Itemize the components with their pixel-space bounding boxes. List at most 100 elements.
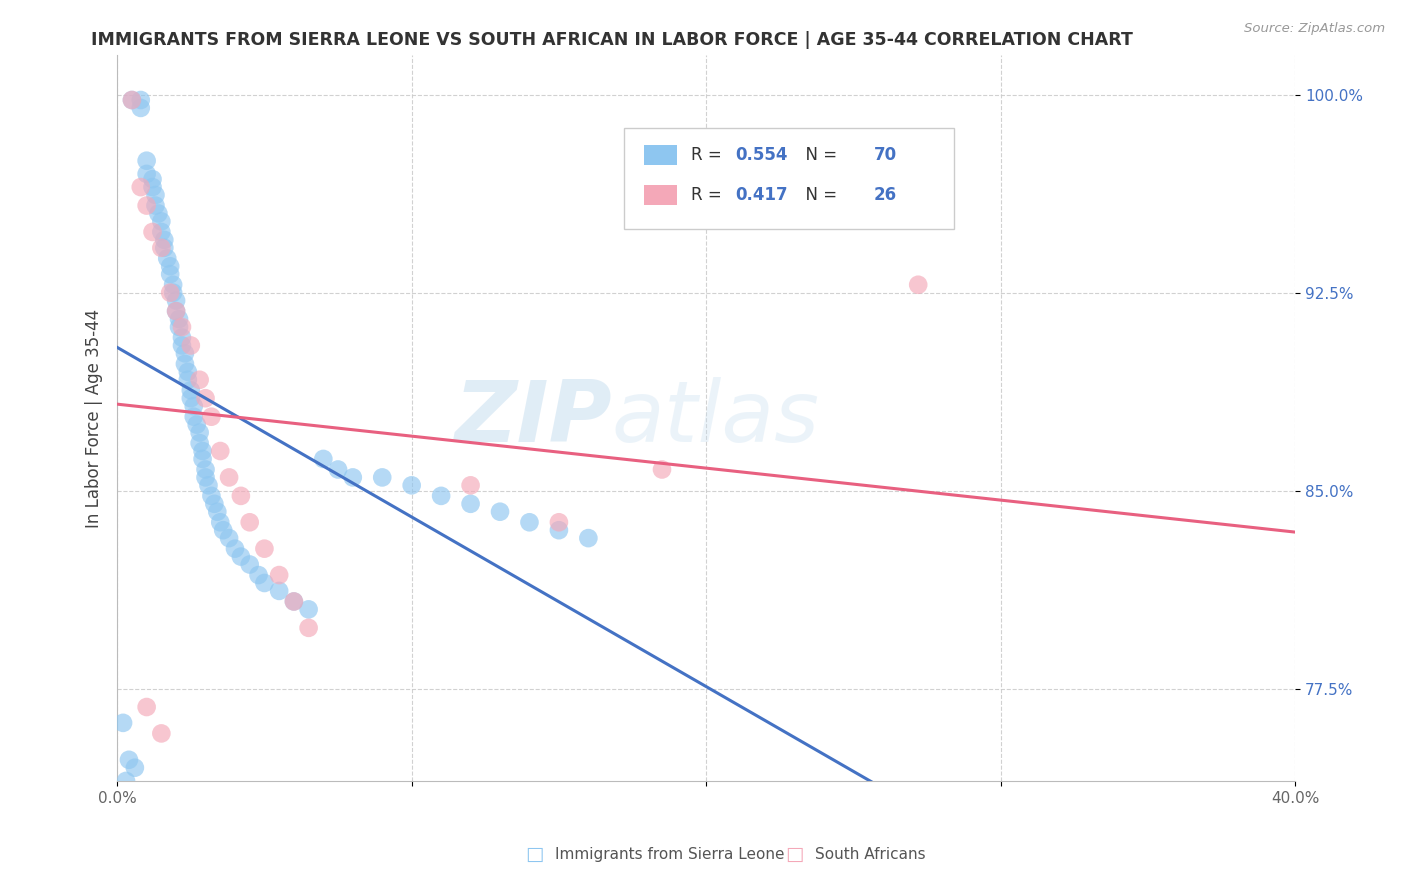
Text: 70: 70: [873, 146, 897, 164]
Text: atlas: atlas: [612, 376, 820, 459]
Point: [135, 700, 157, 714]
Point: [150, 225, 173, 239]
Point: [165, 304, 187, 318]
Point: [135, 167, 157, 181]
Point: [141, 172, 163, 186]
Point: [174, 357, 197, 371]
Point: [153, 233, 176, 247]
Point: [253, 576, 276, 591]
Point: [150, 726, 173, 740]
Point: [186, 417, 208, 432]
Point: [548, 516, 571, 530]
Point: [212, 523, 235, 537]
Text: N =: N =: [794, 186, 842, 204]
Point: [150, 241, 173, 255]
Text: Source: ZipAtlas.com: Source: ZipAtlas.com: [1244, 22, 1385, 36]
Point: [269, 583, 291, 598]
Point: [162, 277, 184, 292]
FancyBboxPatch shape: [624, 128, 953, 229]
Point: [460, 497, 482, 511]
Point: [180, 338, 202, 352]
FancyBboxPatch shape: [644, 185, 676, 205]
Point: [489, 505, 512, 519]
Text: Immigrants from Sierra Leone: Immigrants from Sierra Leone: [555, 847, 785, 862]
Point: [218, 470, 240, 484]
Point: [170, 338, 193, 352]
Point: [430, 489, 453, 503]
Point: [194, 470, 217, 484]
Point: [342, 470, 364, 484]
Point: [209, 444, 232, 458]
Point: [191, 452, 214, 467]
Point: [124, 761, 146, 775]
Text: □: □: [785, 845, 804, 864]
Point: [145, 188, 167, 202]
Text: N =: N =: [794, 146, 842, 164]
Point: [118, 753, 141, 767]
Text: South Africans: South Africans: [815, 847, 927, 862]
Text: ZIP: ZIP: [454, 376, 612, 459]
Point: [121, 93, 143, 107]
Point: [224, 541, 246, 556]
Point: [180, 384, 202, 398]
Point: [460, 478, 482, 492]
Point: [165, 293, 187, 308]
Point: [135, 153, 157, 168]
Text: IMMIGRANTS FROM SIERRA LEONE VS SOUTH AFRICAN IN LABOR FORCE | AGE 35-44 CORRELA: IMMIGRANTS FROM SIERRA LEONE VS SOUTH AF…: [91, 31, 1133, 49]
Point: [135, 198, 157, 212]
Point: [183, 399, 205, 413]
Point: [153, 241, 176, 255]
Point: [371, 470, 394, 484]
Point: [907, 277, 929, 292]
Point: [401, 478, 423, 492]
Point: [115, 773, 138, 788]
Y-axis label: In Labor Force | Age 35-44: In Labor Force | Age 35-44: [86, 309, 103, 527]
Point: [297, 621, 319, 635]
Point: [202, 497, 225, 511]
Point: [229, 549, 252, 564]
Point: [145, 198, 167, 212]
Point: [200, 489, 222, 503]
Point: [162, 285, 184, 300]
Point: [150, 214, 173, 228]
Point: [519, 516, 541, 530]
Point: [129, 93, 152, 107]
Point: [156, 252, 179, 266]
Point: [141, 225, 163, 239]
Point: [229, 489, 252, 503]
Point: [247, 568, 270, 582]
Point: [177, 365, 200, 379]
Text: R =: R =: [690, 186, 727, 204]
Point: [180, 391, 202, 405]
Point: [177, 373, 200, 387]
Text: 26: 26: [873, 186, 897, 204]
Text: □: □: [524, 845, 544, 864]
Point: [297, 602, 319, 616]
Text: R =: R =: [690, 146, 727, 164]
Point: [269, 568, 291, 582]
Point: [194, 391, 217, 405]
Point: [167, 312, 190, 326]
Point: [170, 330, 193, 344]
Point: [174, 346, 197, 360]
Point: [159, 267, 181, 281]
Point: [159, 260, 181, 274]
Point: [209, 516, 232, 530]
Point: [218, 531, 240, 545]
Point: [167, 320, 190, 334]
Point: [200, 409, 222, 424]
Point: [194, 462, 217, 476]
Point: [188, 436, 211, 450]
Point: [283, 594, 305, 608]
Point: [239, 558, 262, 572]
Point: [197, 478, 219, 492]
Point: [129, 101, 152, 115]
Point: [253, 541, 276, 556]
Point: [148, 206, 170, 220]
Point: [651, 462, 673, 476]
Text: 0.417: 0.417: [735, 186, 789, 204]
Point: [129, 180, 152, 194]
Point: [112, 715, 135, 730]
Point: [207, 505, 229, 519]
Point: [191, 444, 214, 458]
